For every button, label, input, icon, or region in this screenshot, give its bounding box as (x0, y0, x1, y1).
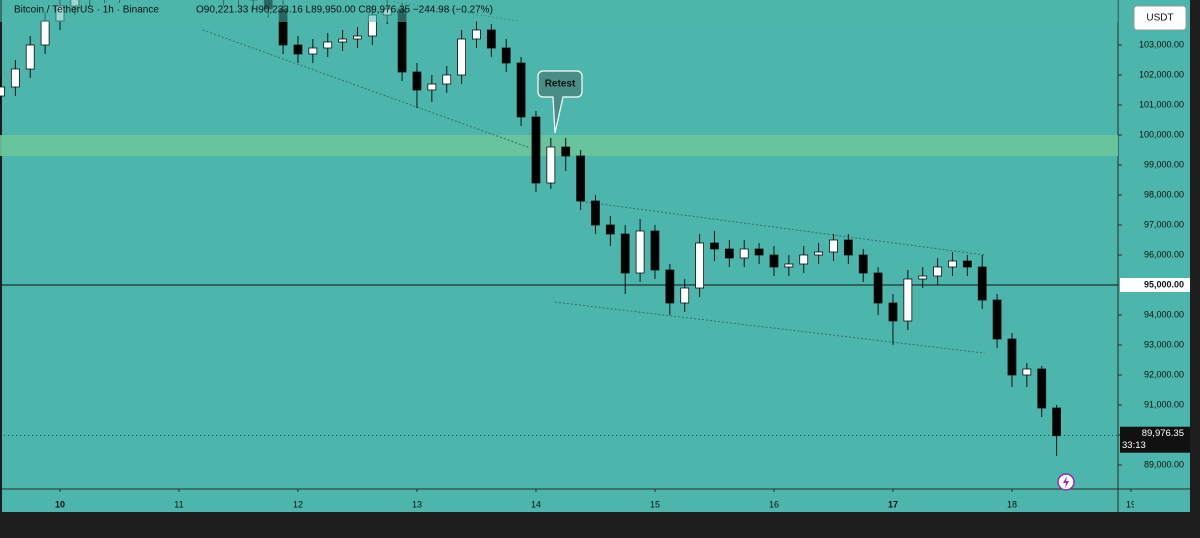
resistance-zone (0, 135, 1118, 156)
currency-button[interactable] (1133, 5, 1187, 31)
last-price-bg (1120, 426, 1190, 453)
x-tick-label: 16 (769, 499, 779, 509)
y-tick-label: 92,000.00 (1144, 369, 1184, 379)
candle-body (576, 155, 585, 202)
candle-body (873, 272, 883, 304)
x-tick-label: 15 (650, 499, 660, 509)
y-tick-label: 100,000.00 (1139, 129, 1184, 139)
y-tick-label: 97,000.00 (1144, 219, 1184, 229)
candle-body (308, 47, 318, 55)
candle-body (710, 242, 719, 250)
countdown: 33:13 (1122, 440, 1146, 451)
y-tick-label: 99,000.00 (1144, 159, 1184, 169)
candle-body (516, 62, 526, 118)
candle-body (829, 239, 838, 253)
candle-body (546, 146, 556, 184)
last-price-label: 89,976.35 (1142, 428, 1184, 439)
candle-body (486, 29, 496, 49)
y-tick-label: 103,000.00 (1139, 39, 1184, 49)
candle-body (591, 200, 600, 226)
trendline (577, 200, 985, 256)
x-tick-label: 14 (531, 499, 541, 509)
candle-body (769, 254, 779, 268)
candle-body (293, 44, 303, 55)
candle-body (918, 275, 928, 280)
x-tick-label: 10 (55, 499, 65, 509)
trendline (202, 29, 531, 149)
background (2, 0, 1190, 512)
candle-body (0, 86, 5, 97)
candle-body (40, 20, 50, 46)
plot (0, 0, 1118, 456)
candle-body (888, 302, 898, 322)
candle-body (635, 230, 645, 274)
candle-body (10, 68, 20, 88)
candle-body (784, 263, 794, 268)
axes: 89,000.0090,000.0091,000.0092,000.0093,0… (55, 39, 1190, 509)
candle-body (695, 242, 704, 289)
candle-body (25, 44, 35, 70)
trendline (554, 301, 985, 354)
candle-body (561, 146, 571, 157)
candle-body (799, 254, 809, 265)
x-axis: 10 11 12 13 14 15 16 17 18 19 (55, 489, 1136, 509)
candle-body (472, 29, 481, 40)
x-tick-label: 12 (293, 499, 303, 509)
candle-body (843, 239, 853, 256)
y-tick-label: 94,000.00 (1144, 309, 1184, 319)
y-tick-label: 98,000.00 (1144, 189, 1184, 199)
candle-body (933, 266, 942, 277)
candle-body (650, 230, 660, 271)
y-tick-label: 91,000.00 (1144, 399, 1184, 409)
candle-body (1037, 368, 1047, 409)
x-tick-label: 13 (412, 499, 422, 509)
candle-body (427, 83, 437, 91)
candle-body (412, 71, 422, 91)
candle-body (724, 248, 734, 259)
candle-body (338, 38, 347, 43)
candle-body (501, 47, 511, 64)
candle-body (992, 299, 1002, 340)
symbol: Bitcoin / TetherUS · 1h · Binance (14, 5, 159, 16)
hline-label-bg (1120, 278, 1190, 292)
x-tick-label: 19 (1126, 499, 1136, 509)
header-bg (0, 0, 1118, 22)
currency[interactable]: USDT (1146, 13, 1173, 24)
candle-body (903, 278, 913, 322)
alert-icon-bolt (1063, 476, 1069, 488)
candle-body (948, 260, 957, 268)
y-tick-label: 93,000.00 (1144, 339, 1184, 349)
candle-body (739, 248, 749, 259)
candle-body (620, 233, 630, 274)
candle-body (605, 224, 615, 235)
x-tick-label: 11 (174, 499, 183, 509)
candle-body (353, 35, 362, 40)
annotation-text: Retest (545, 79, 576, 90)
candle-body (977, 266, 987, 301)
x-tick-label: 17 (888, 499, 898, 509)
candle-body (754, 248, 764, 256)
candle-body (1052, 407, 1061, 437)
y-tick-label: 89,000.00 (1144, 459, 1184, 469)
hline-label: 95,000.00 (1144, 279, 1184, 289)
candle-body (962, 260, 972, 268)
candle-body (442, 74, 452, 85)
x-tick-label: 18 (1007, 499, 1017, 509)
annotation-bubble (537, 70, 583, 134)
candle-body (457, 38, 466, 76)
candle-body (665, 269, 675, 304)
y-tick-label: 96,000.00 (1144, 249, 1184, 259)
annotation: Retest (537, 70, 583, 134)
ohlc: O90,221.33 H90,233.16 L89,950.00 C89,976… (196, 5, 493, 16)
candle-body (1022, 368, 1032, 376)
candle-body (680, 287, 690, 304)
y-tick-label: 102,000.00 (1139, 69, 1184, 79)
candle-body (1007, 338, 1017, 376)
y-tick-label: 101,000.00 (1139, 99, 1184, 109)
candle-body (858, 254, 868, 274)
candle-body (814, 251, 823, 256)
candle-body (531, 116, 541, 184)
candle-body (323, 41, 333, 49)
